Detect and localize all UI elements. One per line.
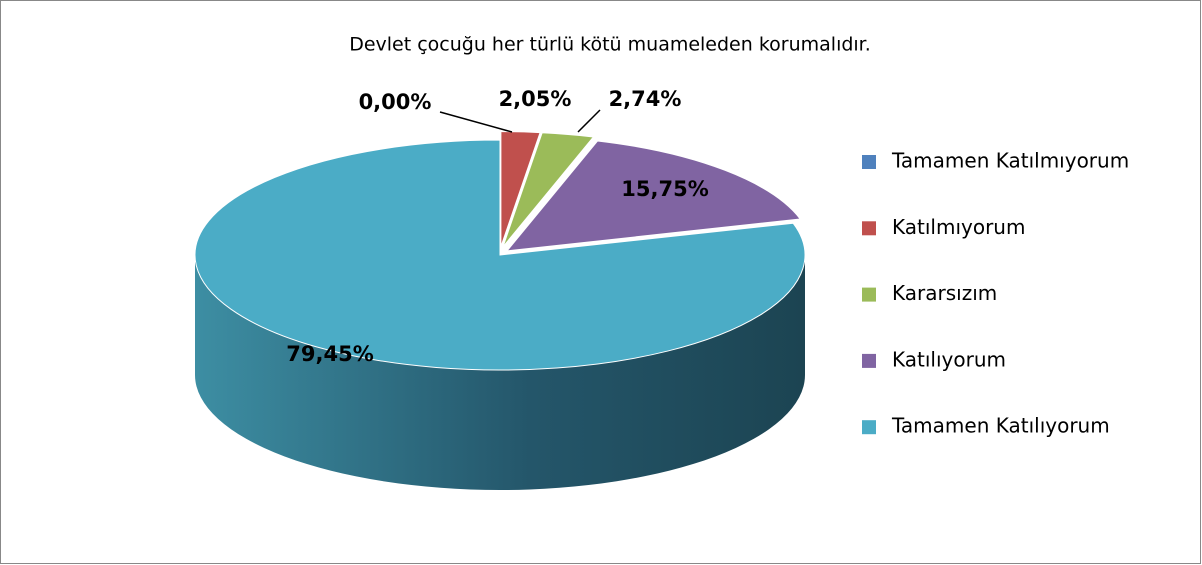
legend-text: Katılıyorum: [892, 347, 1006, 371]
data-label: 2,05%: [499, 87, 572, 111]
slice: [194, 139, 806, 371]
legend-text: Kararsızım: [892, 281, 997, 305]
chart-title: Devlet çocuğu her türlü kötü muameleden …: [349, 34, 871, 56]
legend-swatch: [862, 353, 876, 368]
slice: [502, 132, 595, 248]
slice-side: [195, 255, 805, 490]
data-label: 2,74%: [609, 87, 682, 111]
data-label: 79,45%: [286, 342, 373, 366]
leader-line: [439, 111, 513, 133]
legend-swatch: [862, 155, 876, 169]
legend-swatch: [862, 287, 876, 302]
data-label: 0,00%: [359, 90, 432, 114]
legend-text: Tamamen Katılmıyorum: [891, 149, 1129, 173]
legend-text: Katılmıyorum: [892, 215, 1025, 239]
legend-swatch: [862, 420, 876, 435]
leader-line: [577, 109, 601, 133]
slice: [505, 140, 802, 252]
slice: [500, 131, 541, 247]
legend-text: Tamamen Katılıyorum: [891, 414, 1110, 438]
legend-swatch: [862, 221, 876, 236]
data-label: 15,75%: [621, 177, 708, 201]
